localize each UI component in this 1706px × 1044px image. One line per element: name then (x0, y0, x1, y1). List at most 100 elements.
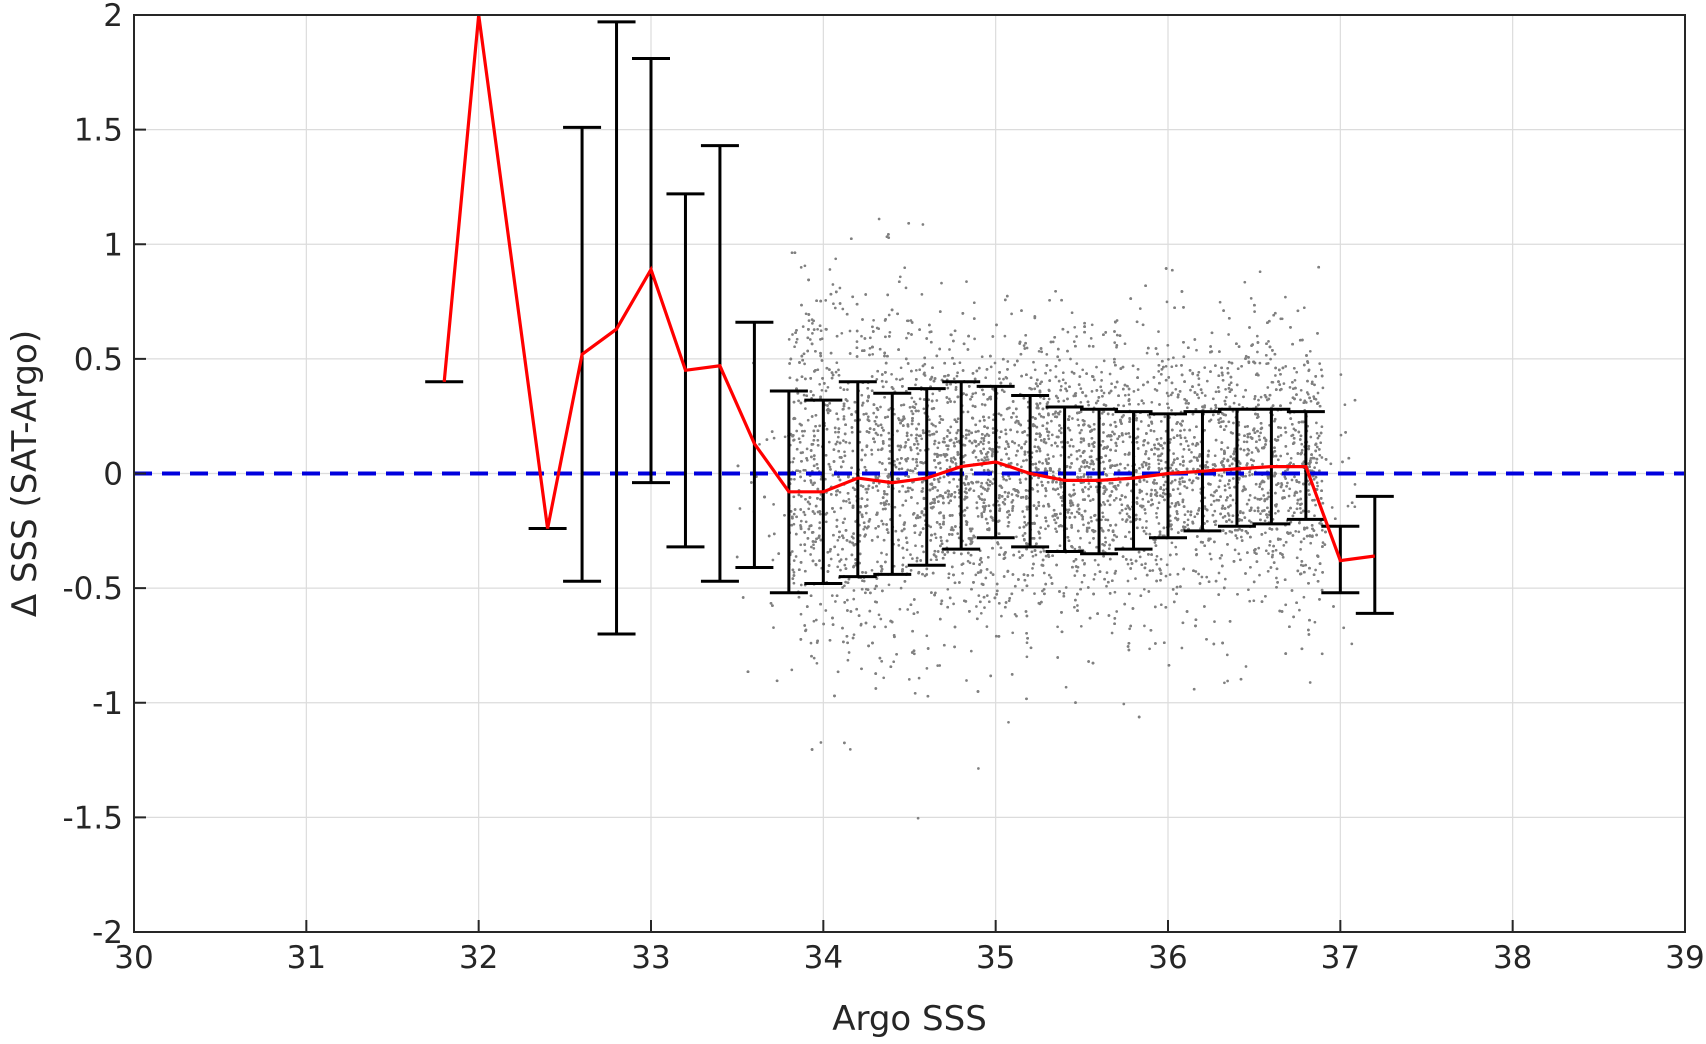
scatter-point (1318, 362, 1321, 365)
scatter-point (919, 398, 922, 401)
scatter-point (1247, 436, 1250, 439)
scatter-point (898, 490, 901, 493)
scatter-point (935, 399, 938, 402)
scatter-point (938, 441, 941, 444)
scatter-point (927, 695, 930, 698)
scatter-point (861, 579, 864, 582)
scatter-point (1296, 502, 1299, 505)
scatter-point (1201, 392, 1204, 395)
scatter-point (908, 678, 911, 681)
scatter-point (1058, 429, 1061, 432)
scatter-point (1035, 382, 1038, 385)
scatter-point (1097, 399, 1100, 402)
scatter-point (1070, 454, 1073, 457)
scatter-point (1026, 505, 1029, 508)
scatter-point (1294, 379, 1297, 382)
scatter-point (1232, 499, 1235, 502)
scatter-point (815, 619, 818, 622)
scatter-point (819, 498, 822, 501)
scatter-point (1106, 571, 1109, 574)
scatter-point (975, 501, 978, 504)
scatter-point (791, 251, 794, 254)
scatter-point (1137, 388, 1140, 391)
scatter-point (1197, 573, 1200, 576)
scatter-point (986, 625, 989, 628)
scatter-point (1225, 425, 1228, 428)
scatter-point (980, 437, 983, 440)
scatter-point (1184, 513, 1187, 516)
scatter-point (1306, 391, 1309, 394)
scatter-point (837, 418, 840, 421)
scatter-point (956, 440, 959, 443)
scatter-point (1077, 424, 1080, 427)
scatter-point (884, 318, 887, 321)
scatter-point (1062, 592, 1065, 595)
scatter-point (1115, 497, 1118, 500)
scatter-point (872, 319, 875, 322)
scatter-point (1317, 392, 1320, 395)
scatter-point (1195, 444, 1198, 447)
scatter-point (1258, 574, 1261, 577)
scatter-point (1209, 553, 1212, 556)
scatter-point (955, 437, 958, 440)
scatter-point (801, 375, 804, 378)
scatter-point (1267, 340, 1270, 343)
scatter-point (821, 337, 824, 340)
scatter-point (1288, 495, 1291, 498)
scatter-point (1093, 428, 1096, 431)
scatter-point (835, 371, 838, 374)
scatter-point (1157, 448, 1160, 451)
scatter-point (1089, 499, 1092, 502)
scatter-point (1076, 604, 1079, 607)
scatter-point (1018, 342, 1021, 345)
scatter-point (1266, 516, 1269, 519)
scatter-point (824, 299, 827, 302)
scatter-point (1341, 461, 1344, 464)
scatter-point (1090, 449, 1093, 452)
scatter-point (1187, 510, 1190, 513)
scatter-point (1248, 474, 1251, 477)
scatter-point (956, 485, 959, 488)
scatter-point (1011, 493, 1014, 496)
scatter-point (1224, 515, 1227, 518)
scatter-point (1044, 495, 1047, 498)
scatter-point (928, 430, 931, 433)
scatter-point (1080, 437, 1083, 440)
scatter-point (951, 566, 954, 569)
scatter-point (998, 377, 1001, 380)
scatter-point (949, 466, 952, 469)
scatter-point (1236, 593, 1239, 596)
scatter-point (1274, 418, 1277, 421)
scatter-point (1193, 688, 1196, 691)
scatter-point (838, 536, 841, 539)
scatter-point (1038, 413, 1041, 416)
scatter-point (1048, 574, 1051, 577)
scatter-point (982, 393, 985, 396)
scatter-point (933, 443, 936, 446)
scatter-point (1128, 627, 1131, 630)
scatter-point (1045, 353, 1048, 356)
scatter-point (1052, 471, 1055, 474)
scatter-point (1217, 386, 1220, 389)
scatter-point (1315, 443, 1318, 446)
scatter-point (1075, 362, 1078, 365)
scatter-point (1234, 534, 1237, 537)
scatter-point (915, 517, 918, 520)
scatter-point (1142, 384, 1145, 387)
scatter-point (910, 397, 913, 400)
scatter-point (1114, 449, 1117, 452)
scatter-point (1026, 641, 1029, 644)
scatter-point (1220, 554, 1223, 557)
scatter-point (1170, 528, 1173, 531)
scatter-point (1265, 549, 1268, 552)
scatter-point (1102, 431, 1105, 434)
scatter-point (1073, 326, 1076, 329)
scatter-point (974, 392, 977, 395)
scatter-point (1148, 416, 1151, 419)
scatter-point (1239, 510, 1242, 513)
scatter-point (1035, 507, 1038, 510)
scatter-point (910, 569, 913, 572)
scatter-point (1331, 506, 1334, 509)
scatter-point (1237, 552, 1240, 555)
scatter-point (899, 514, 902, 517)
